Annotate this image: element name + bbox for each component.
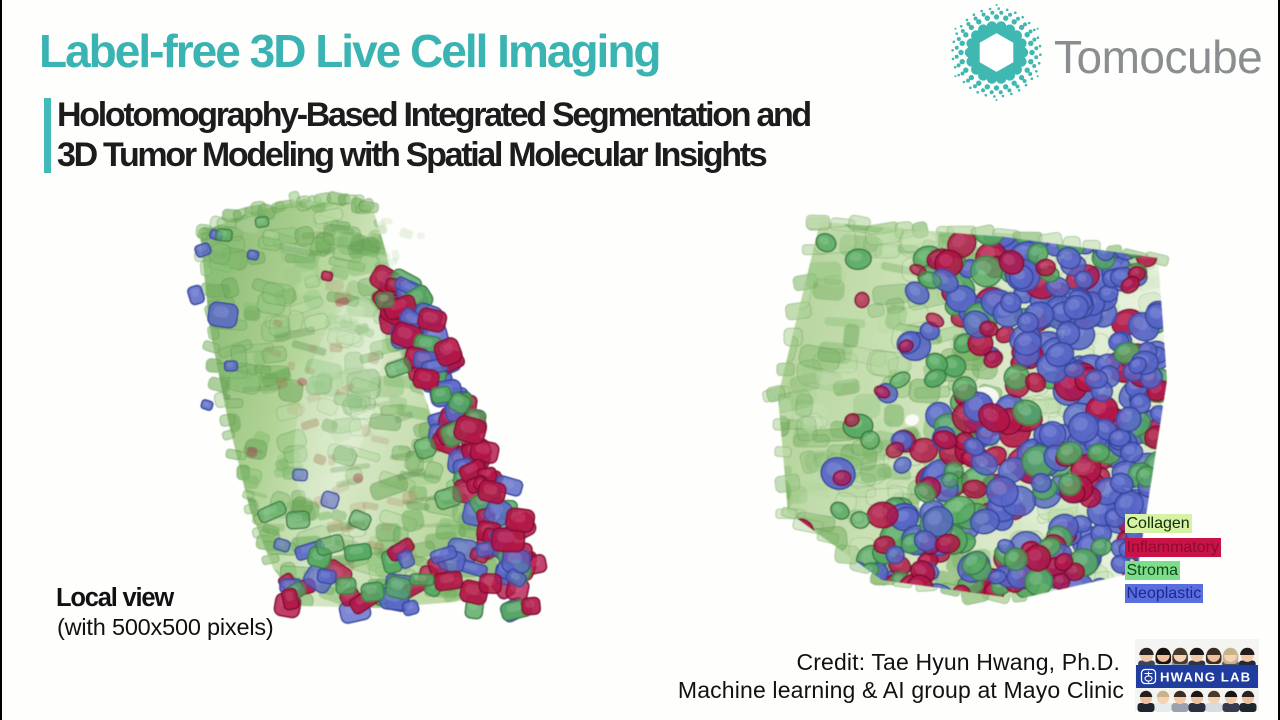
svg-text:HWANG LAB: HWANG LAB [1160, 670, 1251, 685]
